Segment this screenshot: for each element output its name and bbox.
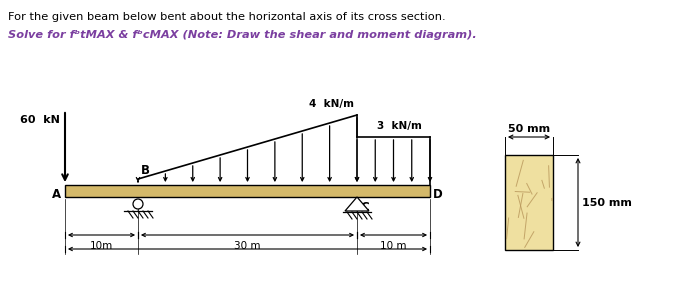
Text: C: C [360,201,369,214]
Text: B: B [141,164,150,177]
Circle shape [133,199,143,209]
Text: 150 mm: 150 mm [582,198,632,208]
Text: Solve for fᵇtMAX & fᵇcMAX (Note: Draw the shear and moment diagram).: Solve for fᵇtMAX & fᵇcMAX (Note: Draw th… [8,30,477,40]
Text: 50 mm: 50 mm [508,124,550,134]
Bar [65,185,430,197]
Text: 4  kN/m: 4 kN/m [309,99,354,109]
Text: For the given beam below bent about the horizontal axis of its cross section.: For the given beam below bent about the … [8,12,446,22]
Text: 30 m: 30 m [234,241,261,251]
Polygon shape [345,197,369,211]
Text: 60  kN: 60 kN [20,115,60,125]
Text: 10m: 10m [90,241,113,251]
Bar [505,155,553,250]
Text: 3  kN/m: 3 kN/m [377,121,422,131]
Text: D: D [433,188,443,201]
Text: 10 m: 10 m [380,241,407,251]
Text: A: A [52,188,61,201]
